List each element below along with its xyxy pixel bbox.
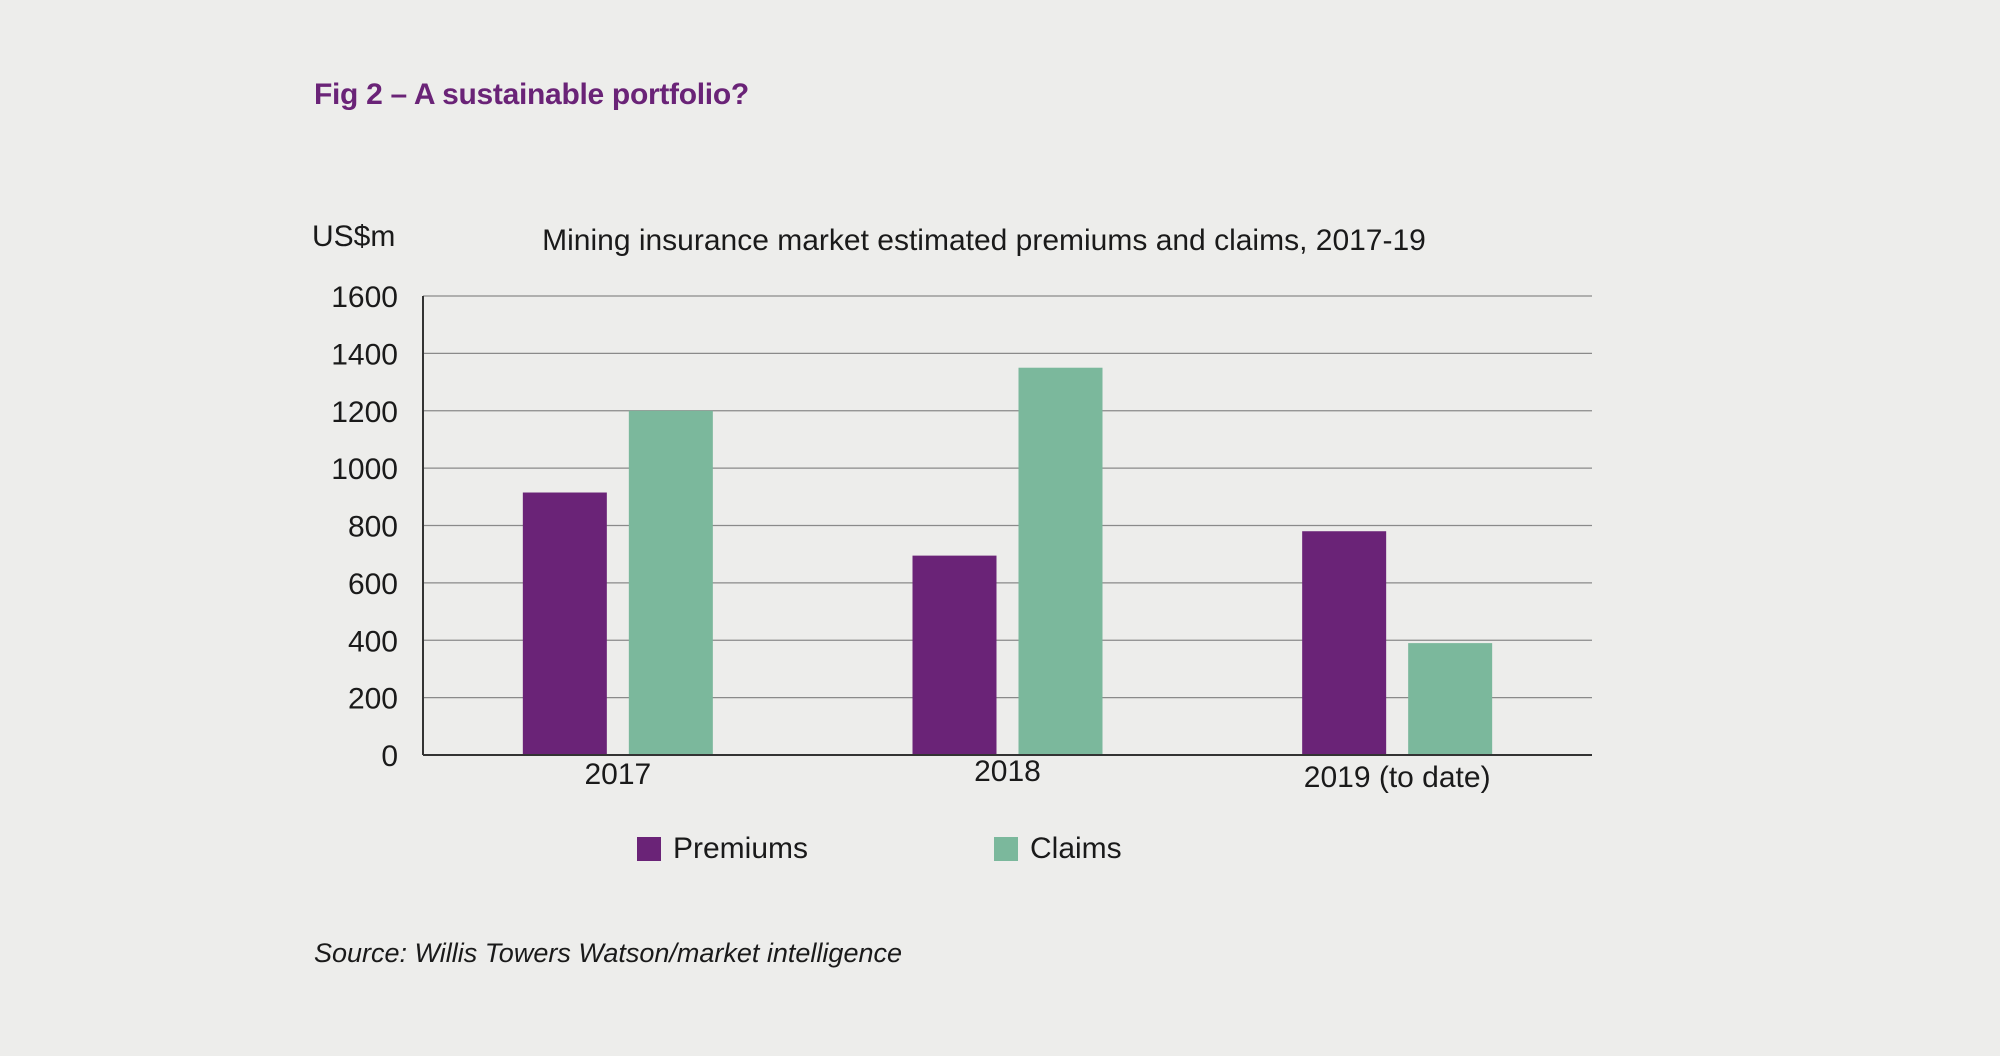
- y-tick-label: 1400: [331, 338, 398, 371]
- source-note: Source: Willis Towers Watson/market inte…: [314, 938, 902, 968]
- legend-swatch-premiums: [637, 837, 661, 861]
- y-tick-label: 400: [348, 625, 398, 658]
- y-tick-label: 1200: [331, 396, 398, 429]
- x-tick-labels: 2017 2018 2019 (to date): [584, 755, 1490, 794]
- y-axis-label: US$m: [312, 220, 395, 253]
- y-tick-label: 0: [381, 740, 398, 773]
- x-tick-label: 2018: [974, 755, 1041, 788]
- y-tick-labels: 0 200 400 600 800 1000 1200 1400 1600: [331, 281, 398, 773]
- legend-item-premiums: Premiums: [637, 832, 808, 866]
- bar-premiums-2: [1302, 531, 1387, 755]
- bars: [522, 367, 1493, 755]
- legend-label-claims: Claims: [1030, 832, 1122, 865]
- y-tick-label: 200: [348, 683, 398, 716]
- bar-premiums-0: [522, 492, 607, 755]
- x-tick-label: 2017: [584, 758, 651, 791]
- y-tick-label: 1600: [331, 281, 398, 314]
- legend-label-premiums: Premiums: [673, 832, 809, 865]
- y-tick-label: 600: [348, 568, 398, 601]
- figure-title: Fig 2 – A sustainable portfolio?: [314, 78, 749, 111]
- bar-claims-0: [628, 410, 713, 755]
- legend-swatch-claims: [994, 837, 1018, 861]
- bar-claims-1: [1018, 367, 1103, 755]
- bar-claims-2: [1408, 643, 1493, 755]
- bar-premiums-1: [912, 555, 997, 755]
- y-tick-label: 1000: [331, 453, 398, 486]
- legend: Premiums Claims: [0, 832, 2000, 872]
- x-tick-label: 2019 (to date): [1304, 761, 1491, 794]
- y-tick-label: 800: [348, 511, 398, 544]
- gridlines: [423, 295, 1592, 699]
- legend-item-claims: Claims: [994, 832, 1122, 866]
- chart-title: Mining insurance market estimated premiu…: [542, 224, 1426, 257]
